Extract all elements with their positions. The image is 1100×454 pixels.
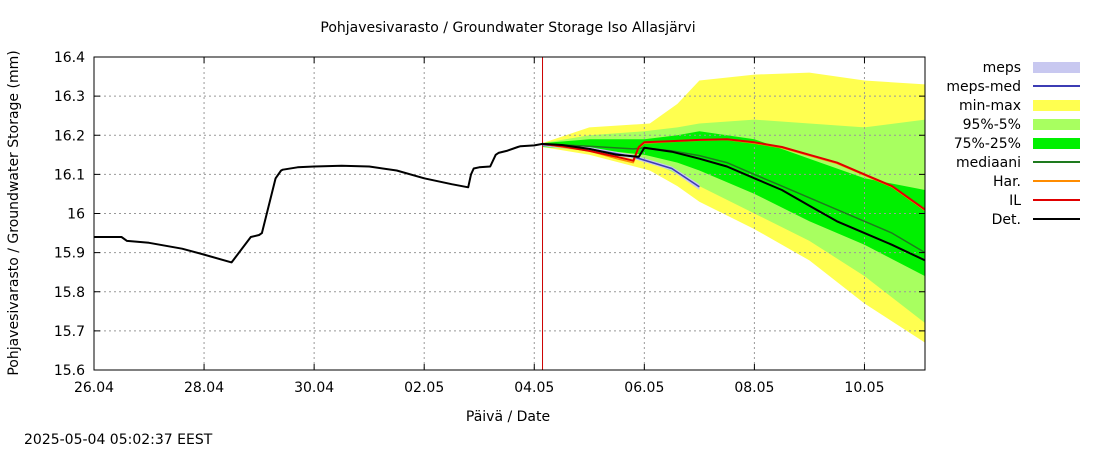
legend-label-95-5: 95%-5% (963, 117, 1021, 133)
x-tick-label: 26.04 (74, 380, 114, 396)
legend-label-det: Det. (992, 212, 1021, 228)
timestamp-footer: 2025-05-04 05:02:37 EEST (24, 432, 213, 448)
y-tick-label: 16.2 (54, 128, 85, 144)
legend-swatch-meps (1033, 62, 1080, 73)
plot-area: 15.6 15.7 15.8 15.9 16 16.1 16.2 16.3 16.4 26.04 2… (54, 50, 926, 396)
legend-label-il: IL (1009, 193, 1021, 209)
legend: meps meps-med min-max 95%-5% 75%-25% mediaani… (946, 60, 1080, 228)
band-75-25- (542, 131, 925, 277)
x-tick-label: 06.05 (624, 380, 664, 396)
y-tick-label: 16.4 (54, 50, 85, 66)
y-tick-label: 15.7 (54, 324, 85, 340)
y-tick-label: 16.3 (54, 89, 85, 105)
y-tick-label: 15.6 (54, 363, 85, 379)
series-line-det (94, 142, 925, 264)
x-tick-label: 02.05 (404, 380, 444, 396)
x-tick-label: 10.05 (844, 380, 884, 396)
legend-swatch-95-5 (1033, 119, 1080, 130)
y-axis-label: Pohjavesivarasto / Groundwater Storage (… (6, 50, 22, 375)
legend-swatch-75-25 (1033, 138, 1080, 149)
legend-label-har: Har. (993, 174, 1021, 190)
series-layer (94, 138, 925, 264)
band-layer (542, 72, 925, 343)
x-tick-label: 28.04 (184, 380, 224, 396)
x-axis-label: Päivä / Date (466, 409, 550, 425)
legend-label-mediaani: mediaani (956, 155, 1021, 171)
chart-title: Pohjavesivarasto / Groundwater Storage I… (320, 20, 695, 36)
legend-label-75-25: 75%-25% (954, 136, 1021, 152)
x-tick-label: 08.05 (734, 380, 774, 396)
legend-label-meps: meps (983, 60, 1021, 76)
legend-swatch-min-max (1033, 100, 1080, 111)
series-line-il (542, 138, 925, 211)
band-meps (542, 143, 700, 190)
x-tick-label: 04.05 (514, 380, 554, 396)
x-tick-label: 30.04 (294, 380, 334, 396)
series-line-mediaani (542, 143, 925, 254)
y-tick-label: 16.1 (54, 167, 85, 183)
legend-label-meps-med: meps-med (946, 79, 1021, 95)
y-tick-label: 15.9 (54, 246, 85, 262)
grid-layer (94, 57, 925, 370)
y-tick-label: 15.8 (54, 285, 85, 301)
legend-label-min-max: min-max (959, 98, 1021, 114)
y-tick-label: 16 (67, 207, 85, 223)
